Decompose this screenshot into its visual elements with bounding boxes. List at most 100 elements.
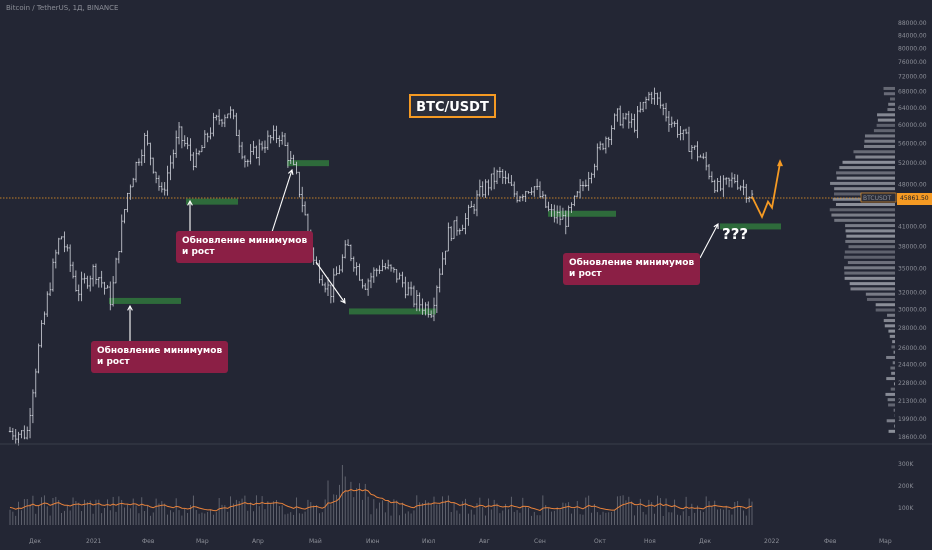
- volume-profile-bar: [845, 229, 895, 233]
- volume-pane: 300K 200K 100K: [9, 461, 914, 525]
- volume-profile-bar: [891, 345, 895, 349]
- projection-path: [751, 159, 783, 220]
- price-tag: BTCUSDT 45861.50: [860, 192, 932, 205]
- volume-profile-bar: [890, 97, 895, 101]
- volume-profile-bar: [888, 429, 895, 433]
- symbol-header: Bitcoin / TetherUS, 1Д, BINANCE: [6, 4, 119, 12]
- volume-profile-bar: [836, 176, 895, 180]
- price-tick-label: 22800.00: [898, 380, 927, 387]
- time-tick-label: Фев: [142, 538, 155, 545]
- volume-profile-bar: [864, 134, 895, 138]
- support-zone: [548, 210, 616, 217]
- volume-profile-bar: [876, 123, 895, 127]
- volume-profile-bar: [886, 419, 895, 423]
- candles: [8, 87, 754, 446]
- volume-profile-bar: [887, 108, 895, 112]
- volume-profile-bar: [866, 297, 895, 301]
- time-tick-label: Окт: [594, 538, 606, 545]
- volume-profile-bar: [834, 187, 895, 191]
- price-tick-label: 48000.00: [898, 181, 927, 188]
- price-tick-label: 84000.00: [898, 32, 927, 39]
- volume-profile-bar: [865, 292, 895, 296]
- question-marks: ???: [722, 225, 749, 243]
- price-tag-value: 45861.50: [900, 195, 929, 202]
- arrow-head: [340, 297, 346, 304]
- volume-profile-bar: [894, 424, 895, 428]
- price-tag-symbol: BTCUSDT: [863, 195, 891, 202]
- price-tick-label: 68000.00: [898, 89, 927, 96]
- time-axis: Дек 2021 Фев Мар Апр Май Июн Июл Авг Сен Окт Ноя Дек…: [29, 538, 892, 545]
- volume-profile-bar: [888, 102, 895, 106]
- support-zone: [186, 198, 238, 205]
- annotation-lows-1: Обновление минимумов и рост: [176, 231, 314, 263]
- volume-profile-bar: [873, 129, 895, 133]
- volume-profile-bar: [893, 408, 895, 412]
- volume-profile-bar: [883, 319, 895, 323]
- price-tick-label: 24400.00: [898, 362, 927, 369]
- annotation-lows-3: Обновление минимумов и рост: [563, 253, 701, 285]
- volume-profile-bar: [863, 144, 895, 148]
- volume-profile-bar: [844, 266, 895, 270]
- volume-profile-bar: [883, 86, 895, 90]
- annotation-arrows: [127, 168, 719, 342]
- volume-profile-bar: [845, 239, 895, 243]
- volume-profile-bar: [844, 255, 895, 259]
- price-tick-label: 18600.00: [898, 434, 927, 441]
- arrow-head: [287, 168, 294, 176]
- projection-line: [751, 162, 781, 220]
- volume-profile-bar: [844, 271, 895, 275]
- volume-profile-bar: [834, 218, 895, 222]
- time-tick-label: Авг: [479, 538, 490, 545]
- volume-profile-bar: [886, 355, 895, 359]
- volume-profile-bar: [835, 203, 895, 207]
- time-tick-label: Ноя: [644, 538, 656, 545]
- price-tick-label: 26000.00: [898, 345, 927, 352]
- support-zone: [720, 223, 781, 230]
- volume-profile-bar: [888, 403, 895, 407]
- support-zones: [109, 160, 781, 315]
- volume-profile-bar: [839, 166, 895, 170]
- time-tick-label: Мар: [879, 538, 892, 545]
- annotation-arrow: [699, 223, 719, 259]
- volume-profile-bar: [845, 224, 895, 228]
- time-tick-label: Апр: [252, 538, 264, 545]
- volume-profile-bar: [887, 398, 895, 402]
- volume-profile-bar: [848, 245, 895, 249]
- chart-title-box: BTC/USDT: [409, 94, 496, 118]
- volume-profile-bar: [887, 313, 895, 317]
- volume-profile-bar: [888, 329, 895, 333]
- price-tick-label: 52000.00: [898, 160, 927, 167]
- projection-arrowhead: [777, 159, 783, 167]
- volume-profile-bar: [855, 155, 895, 159]
- price-tick-label: 76000.00: [898, 59, 927, 66]
- volume-profile-bar: [892, 340, 895, 344]
- volume-profile-bar: [844, 250, 895, 254]
- price-tick-label: 35000.00: [898, 266, 927, 273]
- volume-profile-bar: [853, 150, 895, 154]
- time-tick-label: 2022: [764, 538, 779, 545]
- price-tick-label: 60000.00: [898, 122, 927, 129]
- time-tick-label: 2021: [86, 538, 101, 545]
- annotation-arrow: [315, 261, 346, 304]
- price-tick-label: 56000.00: [898, 140, 927, 147]
- volume-tick-label: 200K: [898, 483, 914, 490]
- volume-profile: [829, 86, 895, 433]
- price-tick-label: 30000.00: [898, 307, 927, 314]
- price-tick-label: 80000.00: [898, 45, 927, 52]
- price-tick-label: 28000.00: [898, 325, 927, 332]
- volume-profile-bar: [846, 234, 895, 238]
- price-tick-label: 32000.00: [898, 289, 927, 296]
- volume-profile-bar: [850, 287, 895, 291]
- support-zone: [349, 308, 436, 315]
- volume-profile-bar: [849, 282, 895, 286]
- volume-profile-bar: [829, 208, 895, 212]
- time-tick-label: Май: [309, 538, 322, 545]
- volume-profile-bar: [831, 213, 895, 217]
- volume-profile-bar: [884, 324, 895, 328]
- support-zone: [287, 160, 329, 167]
- volume-profile-bar: [886, 377, 895, 381]
- time-tick-label: Июн: [366, 538, 380, 545]
- price-tick-label: 38000.00: [898, 244, 927, 251]
